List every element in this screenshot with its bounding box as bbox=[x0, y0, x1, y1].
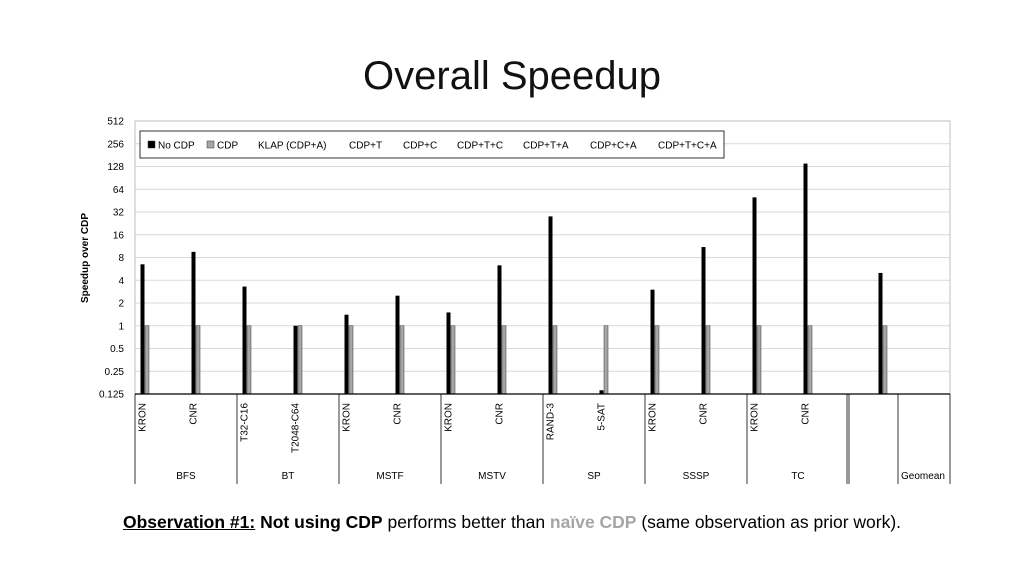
bar-no-cdp bbox=[242, 286, 247, 394]
x-group-label: SSSP bbox=[683, 471, 710, 482]
legend-swatch bbox=[147, 140, 156, 149]
bar-cdp bbox=[144, 325, 150, 395]
x-category-label: 5-SAT bbox=[597, 403, 608, 431]
bar-no-cdp bbox=[752, 197, 757, 394]
x-category-label: KRON bbox=[648, 403, 659, 432]
bar-no-cdp bbox=[650, 289, 655, 394]
legend-entry: CDP+T+C bbox=[457, 141, 503, 152]
y-tick-label: 2 bbox=[118, 299, 124, 310]
x-category-label: T32-C16 bbox=[240, 403, 251, 442]
bar-no-cdp bbox=[497, 265, 502, 394]
observation-text: Observation #1: Not using CDP performs b… bbox=[0, 512, 1024, 533]
legend-entry: CDP+C bbox=[403, 141, 437, 152]
x-category-label: CNR bbox=[189, 403, 200, 425]
y-tick-label: 0.25 bbox=[105, 367, 125, 378]
y-tick-label: 16 bbox=[113, 230, 125, 241]
bar-no-cdp bbox=[140, 264, 145, 394]
bar-no-cdp bbox=[191, 251, 196, 394]
y-tick-label: 1 bbox=[118, 321, 124, 332]
x-category-label: CNR bbox=[699, 403, 710, 425]
y-tick-label: 4 bbox=[118, 276, 124, 287]
bar-no-cdp bbox=[293, 325, 298, 394]
bar-cdp bbox=[654, 325, 660, 395]
bar-no-cdp bbox=[446, 312, 451, 394]
x-category-label: T2048-C64 bbox=[291, 403, 302, 453]
observation-emphasis: Not using CDP bbox=[260, 512, 383, 532]
bar-no-cdp bbox=[599, 390, 604, 394]
bar-cdp bbox=[348, 325, 354, 395]
y-tick-label: 64 bbox=[113, 185, 125, 196]
bar-cdp bbox=[246, 325, 252, 395]
y-tick-label: 256 bbox=[107, 139, 124, 150]
x-group-label: SP bbox=[587, 471, 601, 482]
bar-cdp bbox=[450, 325, 456, 395]
x-group-label: BT bbox=[282, 471, 295, 482]
legend-entry: CDP+T+A bbox=[523, 141, 569, 152]
x-group-label: MSTV bbox=[478, 471, 506, 482]
y-tick-label: 0.125 bbox=[99, 390, 124, 401]
bar-cdp bbox=[552, 325, 558, 395]
x-category-label: KRON bbox=[342, 403, 353, 432]
bar-no-cdp bbox=[344, 314, 349, 394]
y-axis-label: Speedup over CDP bbox=[80, 213, 91, 303]
bar-cdp bbox=[297, 325, 303, 395]
axes bbox=[134, 120, 951, 484]
x-group-label: TC bbox=[791, 471, 804, 482]
observation-end: (same observation as prior work). bbox=[636, 512, 902, 532]
x-category-label: KRON bbox=[750, 403, 761, 432]
y-tick-label: 128 bbox=[107, 162, 124, 173]
bar-cdp bbox=[195, 325, 201, 395]
y-tick-label: 8 bbox=[118, 253, 124, 264]
x-category-label: RAND-3 bbox=[546, 403, 557, 441]
legend-swatch bbox=[206, 140, 215, 149]
grid-lines bbox=[135, 143, 950, 372]
observation-naive-cdp: naïve CDP bbox=[549, 512, 637, 532]
bar-no-cdp bbox=[803, 163, 808, 394]
speedup-chart: 0.125 0.25 0.5 1 2 4 8 16 32 64 128 256 512 Speedup o… bbox=[80, 117, 951, 484]
slide-title: Overall Speedup bbox=[363, 54, 661, 98]
bar-cdp bbox=[705, 325, 711, 395]
bar-cdp bbox=[807, 325, 813, 395]
y-tick-label: 32 bbox=[113, 208, 125, 219]
bar-no-cdp bbox=[878, 272, 883, 394]
legend: No CDP CDP KLAP (CDP+A) CDP+T CDP+C CDP+T+C CD… bbox=[139, 130, 725, 159]
bar-cdp bbox=[501, 325, 507, 395]
legend-entry: KLAP (CDP+A) bbox=[258, 141, 326, 152]
x-category-label: KRON bbox=[444, 403, 455, 432]
legend-box bbox=[139, 130, 725, 159]
observation-middle: performs better than bbox=[382, 512, 550, 532]
legend-entry: CDP+T+C+A bbox=[658, 141, 717, 152]
bar-cdp bbox=[603, 325, 609, 395]
x-group-label: MSTF bbox=[376, 471, 403, 482]
labels: 0.125 0.25 0.5 1 2 4 8 16 32 64 128 256 512 Speedup o… bbox=[80, 117, 945, 483]
y-tick-label: 0.5 bbox=[110, 344, 124, 355]
x-group-label: Geomean bbox=[901, 471, 945, 482]
x-category-label: CNR bbox=[801, 403, 812, 425]
bar-cdp bbox=[399, 325, 405, 395]
x-category-label: CNR bbox=[393, 403, 404, 425]
x-category-label: KRON bbox=[138, 403, 149, 432]
legend-entry: CDP bbox=[217, 141, 238, 152]
bar-no-cdp bbox=[395, 295, 400, 394]
observation-label: Observation #1: bbox=[122, 512, 256, 532]
bar-cdp bbox=[882, 325, 888, 395]
legend-entry: No CDP bbox=[158, 141, 195, 152]
bar-cdp bbox=[756, 325, 762, 395]
bar-no-cdp bbox=[548, 216, 553, 394]
bars bbox=[140, 163, 888, 395]
x-group-label: BFS bbox=[176, 471, 196, 482]
legend-entry: CDP+C+A bbox=[590, 141, 637, 152]
bar-no-cdp bbox=[701, 247, 706, 394]
legend-entry: CDP+T bbox=[349, 141, 382, 152]
x-category-label: CNR bbox=[495, 403, 506, 425]
y-tick-label: 512 bbox=[107, 117, 124, 128]
